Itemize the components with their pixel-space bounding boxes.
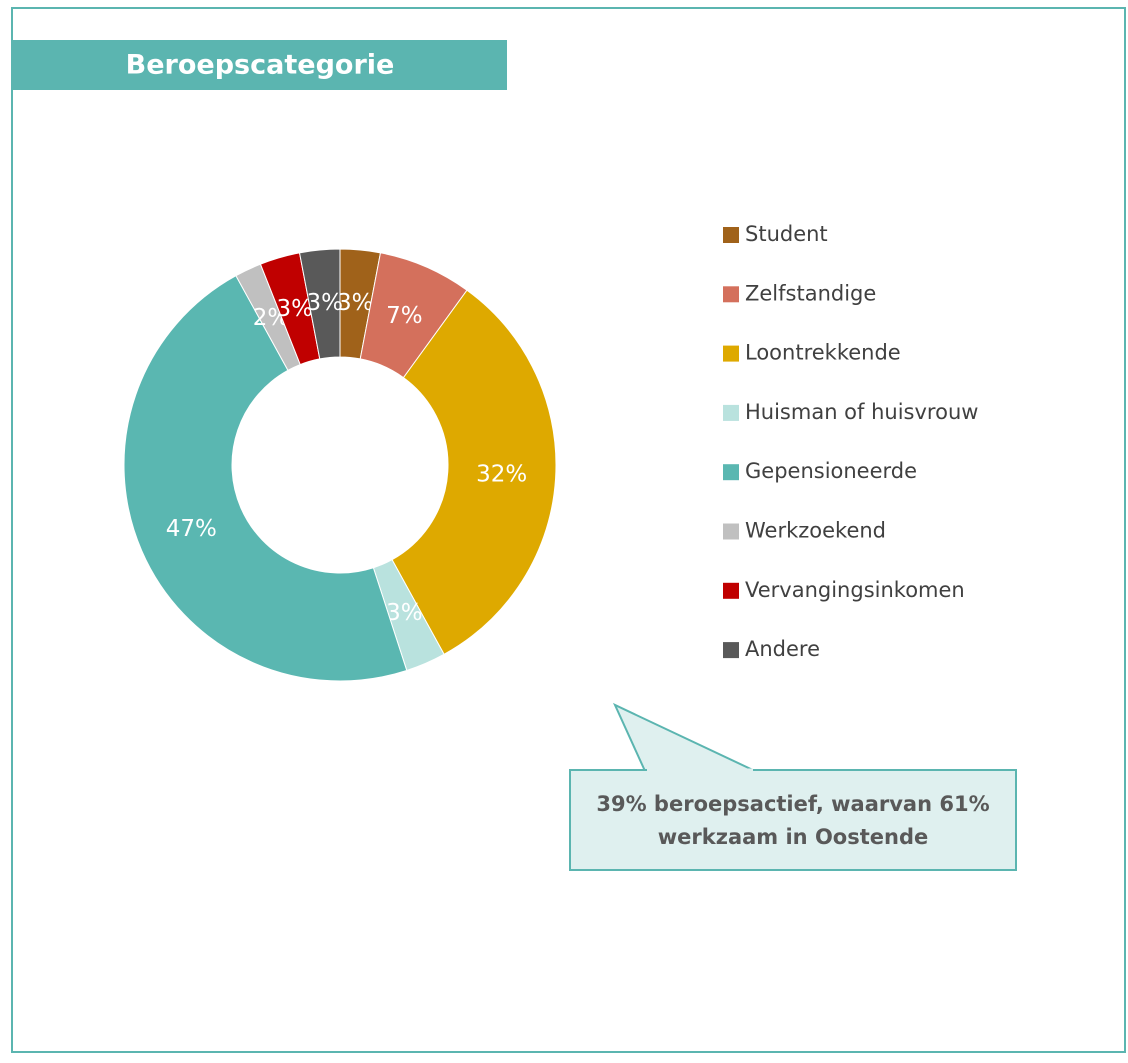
data-label: 3% bbox=[307, 290, 344, 316]
slice bbox=[123, 275, 408, 682]
legend-label: Zelfstandige bbox=[745, 281, 876, 305]
data-label: 47% bbox=[166, 516, 217, 542]
slice bbox=[391, 289, 557, 655]
legend-label: Loontrekkende bbox=[745, 341, 901, 365]
legend-swatch bbox=[723, 286, 739, 303]
slice bbox=[298, 248, 341, 360]
legend-label: Werkzoekend bbox=[745, 519, 886, 543]
legend-swatch bbox=[723, 523, 739, 540]
data-label: 7% bbox=[386, 303, 423, 329]
legend-label: Andere bbox=[745, 637, 820, 661]
annotation: 39% beroepsactief, waarvan 61% bbox=[596, 792, 989, 816]
legend-label: Vervangingsinkomen bbox=[745, 578, 965, 602]
legend-label: Student bbox=[745, 222, 828, 246]
legend-label: Gepensioneerde bbox=[745, 459, 917, 483]
legend-label: Huisman of huisvrouw bbox=[745, 400, 978, 424]
callout-box bbox=[569, 769, 1017, 871]
legend-swatch bbox=[723, 404, 739, 421]
data-label: 3% bbox=[277, 296, 314, 322]
data-label: 3% bbox=[386, 600, 423, 626]
legend-swatch bbox=[723, 582, 739, 599]
data-label: 3% bbox=[337, 290, 374, 316]
legend-swatch bbox=[723, 464, 739, 481]
legend-swatch bbox=[723, 227, 739, 243]
data-label: 32% bbox=[476, 462, 527, 488]
chart-title: Beroepscategorie bbox=[126, 50, 395, 81]
legend-swatch bbox=[723, 642, 739, 659]
title-bar bbox=[12, 40, 507, 90]
legend-swatch bbox=[723, 345, 739, 362]
annotation: werkzaam in Oostende bbox=[658, 825, 928, 849]
